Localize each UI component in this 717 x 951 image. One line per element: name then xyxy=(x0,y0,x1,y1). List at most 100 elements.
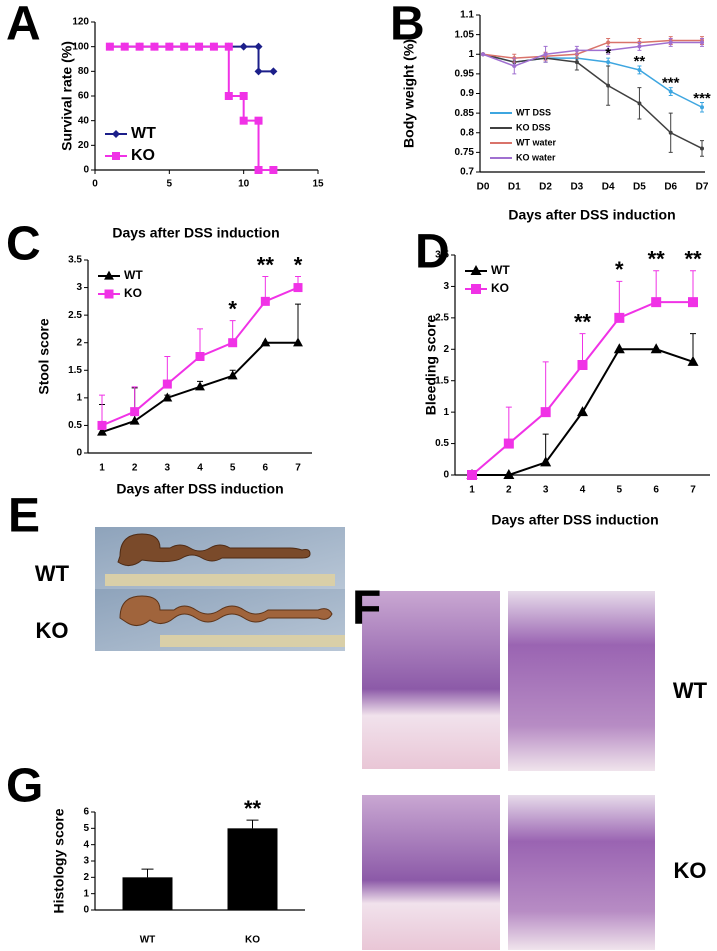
significance: * xyxy=(615,257,624,282)
error-bar xyxy=(99,394,105,426)
marker xyxy=(254,116,263,125)
y-tick-label: 0.75 xyxy=(455,147,475,158)
y-axis-title: Body weight (%) xyxy=(401,39,417,148)
panel-letter: G xyxy=(6,760,43,813)
x-tick-label: 5 xyxy=(617,485,623,496)
marker xyxy=(130,407,140,417)
y-tick-label: 2.5 xyxy=(68,310,82,321)
legend-label: WT xyxy=(131,125,156,142)
marker xyxy=(606,60,611,65)
x-tick-label: D5 xyxy=(633,182,646,193)
marker xyxy=(481,52,485,57)
legend-label: WT xyxy=(124,268,143,282)
y-tick-label: 100 xyxy=(72,41,89,52)
y-tick-label: 20 xyxy=(78,140,90,151)
marker xyxy=(543,52,548,57)
x-tick-label: 5 xyxy=(167,179,173,190)
x-tick-label: WT xyxy=(140,935,156,946)
legend-label: WT xyxy=(491,263,510,277)
marker xyxy=(467,470,477,480)
y-tick-label: 3 xyxy=(76,282,82,293)
marker xyxy=(162,379,172,389)
x-tick-label: D0 xyxy=(477,182,490,193)
marker xyxy=(135,42,144,51)
y-tick-label: 3.5 xyxy=(435,250,449,261)
marker xyxy=(577,406,588,417)
marker xyxy=(668,130,673,135)
y-tick-label: 0 xyxy=(76,448,82,459)
y-tick-label: 0.5 xyxy=(68,420,82,431)
legend-marker xyxy=(112,152,120,160)
series-line xyxy=(109,45,274,73)
x-axis-title: Days after DSS induction xyxy=(491,512,658,528)
photo-label: KO xyxy=(36,618,69,643)
marker xyxy=(293,337,303,347)
legend-marker xyxy=(104,270,114,280)
marker xyxy=(254,67,263,76)
error-bar xyxy=(505,406,512,444)
error-bar xyxy=(542,361,549,413)
panel-letter: D xyxy=(415,226,450,279)
x-axis-title: Days after DSS induction xyxy=(508,207,675,223)
marker xyxy=(613,343,625,354)
legend-marker xyxy=(471,284,481,294)
legend-label: WT water xyxy=(516,137,557,147)
marker xyxy=(606,40,611,45)
significance: * xyxy=(605,45,611,62)
marker xyxy=(503,469,515,479)
marker xyxy=(120,42,129,51)
y-tick-label: 1.5 xyxy=(68,365,82,376)
x-tick-label: 6 xyxy=(653,485,659,496)
x-tick-label: 10 xyxy=(238,179,250,190)
y-tick-label: 60 xyxy=(78,91,90,102)
y-axis-title: Survival rate (%) xyxy=(59,41,75,151)
marker xyxy=(651,297,662,308)
y-tick-label: 120 xyxy=(72,17,89,28)
y-tick-label: 1 xyxy=(76,392,82,403)
y-axis-title: Bleeding score xyxy=(423,315,439,416)
error-bar xyxy=(164,356,171,385)
marker xyxy=(700,105,704,110)
y-tick-label: 0.7 xyxy=(460,167,474,178)
marker xyxy=(195,42,204,51)
photo-e xyxy=(95,527,345,651)
panel-letter: B xyxy=(390,0,425,51)
panel-letter: F xyxy=(352,582,381,635)
error-bar xyxy=(653,270,660,303)
marker xyxy=(700,146,704,151)
x-tick-label: D1 xyxy=(508,182,521,193)
x-axis-title: Days after DSS induction xyxy=(116,481,283,497)
bar xyxy=(227,828,278,910)
error-bar xyxy=(616,280,623,318)
panel-letter: C xyxy=(6,218,41,271)
x-tick-label: 4 xyxy=(580,485,586,496)
significance: ** xyxy=(684,247,702,272)
y-tick-label: 40 xyxy=(78,115,90,126)
x-tick-label: 3 xyxy=(165,463,171,474)
x-tick-label: 3 xyxy=(543,485,549,496)
panel-letter: A xyxy=(6,0,41,51)
y-tick-label: 80 xyxy=(78,66,90,77)
marker xyxy=(162,392,173,402)
photo-label: WT xyxy=(673,678,708,703)
y-tick-label: 2.5 xyxy=(435,312,449,323)
error-bar xyxy=(295,303,301,343)
marker xyxy=(503,438,514,449)
y-tick-label: 1 xyxy=(443,407,449,418)
marker xyxy=(180,42,189,51)
y-tick-label: 3.5 xyxy=(68,255,82,266)
marker xyxy=(540,456,552,467)
y-tick-label: 0.9 xyxy=(460,88,474,99)
marker xyxy=(574,48,579,53)
significance: ** xyxy=(634,53,646,70)
legend-marker xyxy=(104,289,114,299)
marker xyxy=(260,296,270,306)
y-tick-label: 6 xyxy=(83,807,89,818)
y-tick-label: 1 xyxy=(83,888,89,899)
marker xyxy=(165,42,174,51)
series-line xyxy=(482,41,702,67)
y-tick-label: 4 xyxy=(83,839,89,850)
marker xyxy=(540,407,551,418)
marker xyxy=(239,42,248,51)
